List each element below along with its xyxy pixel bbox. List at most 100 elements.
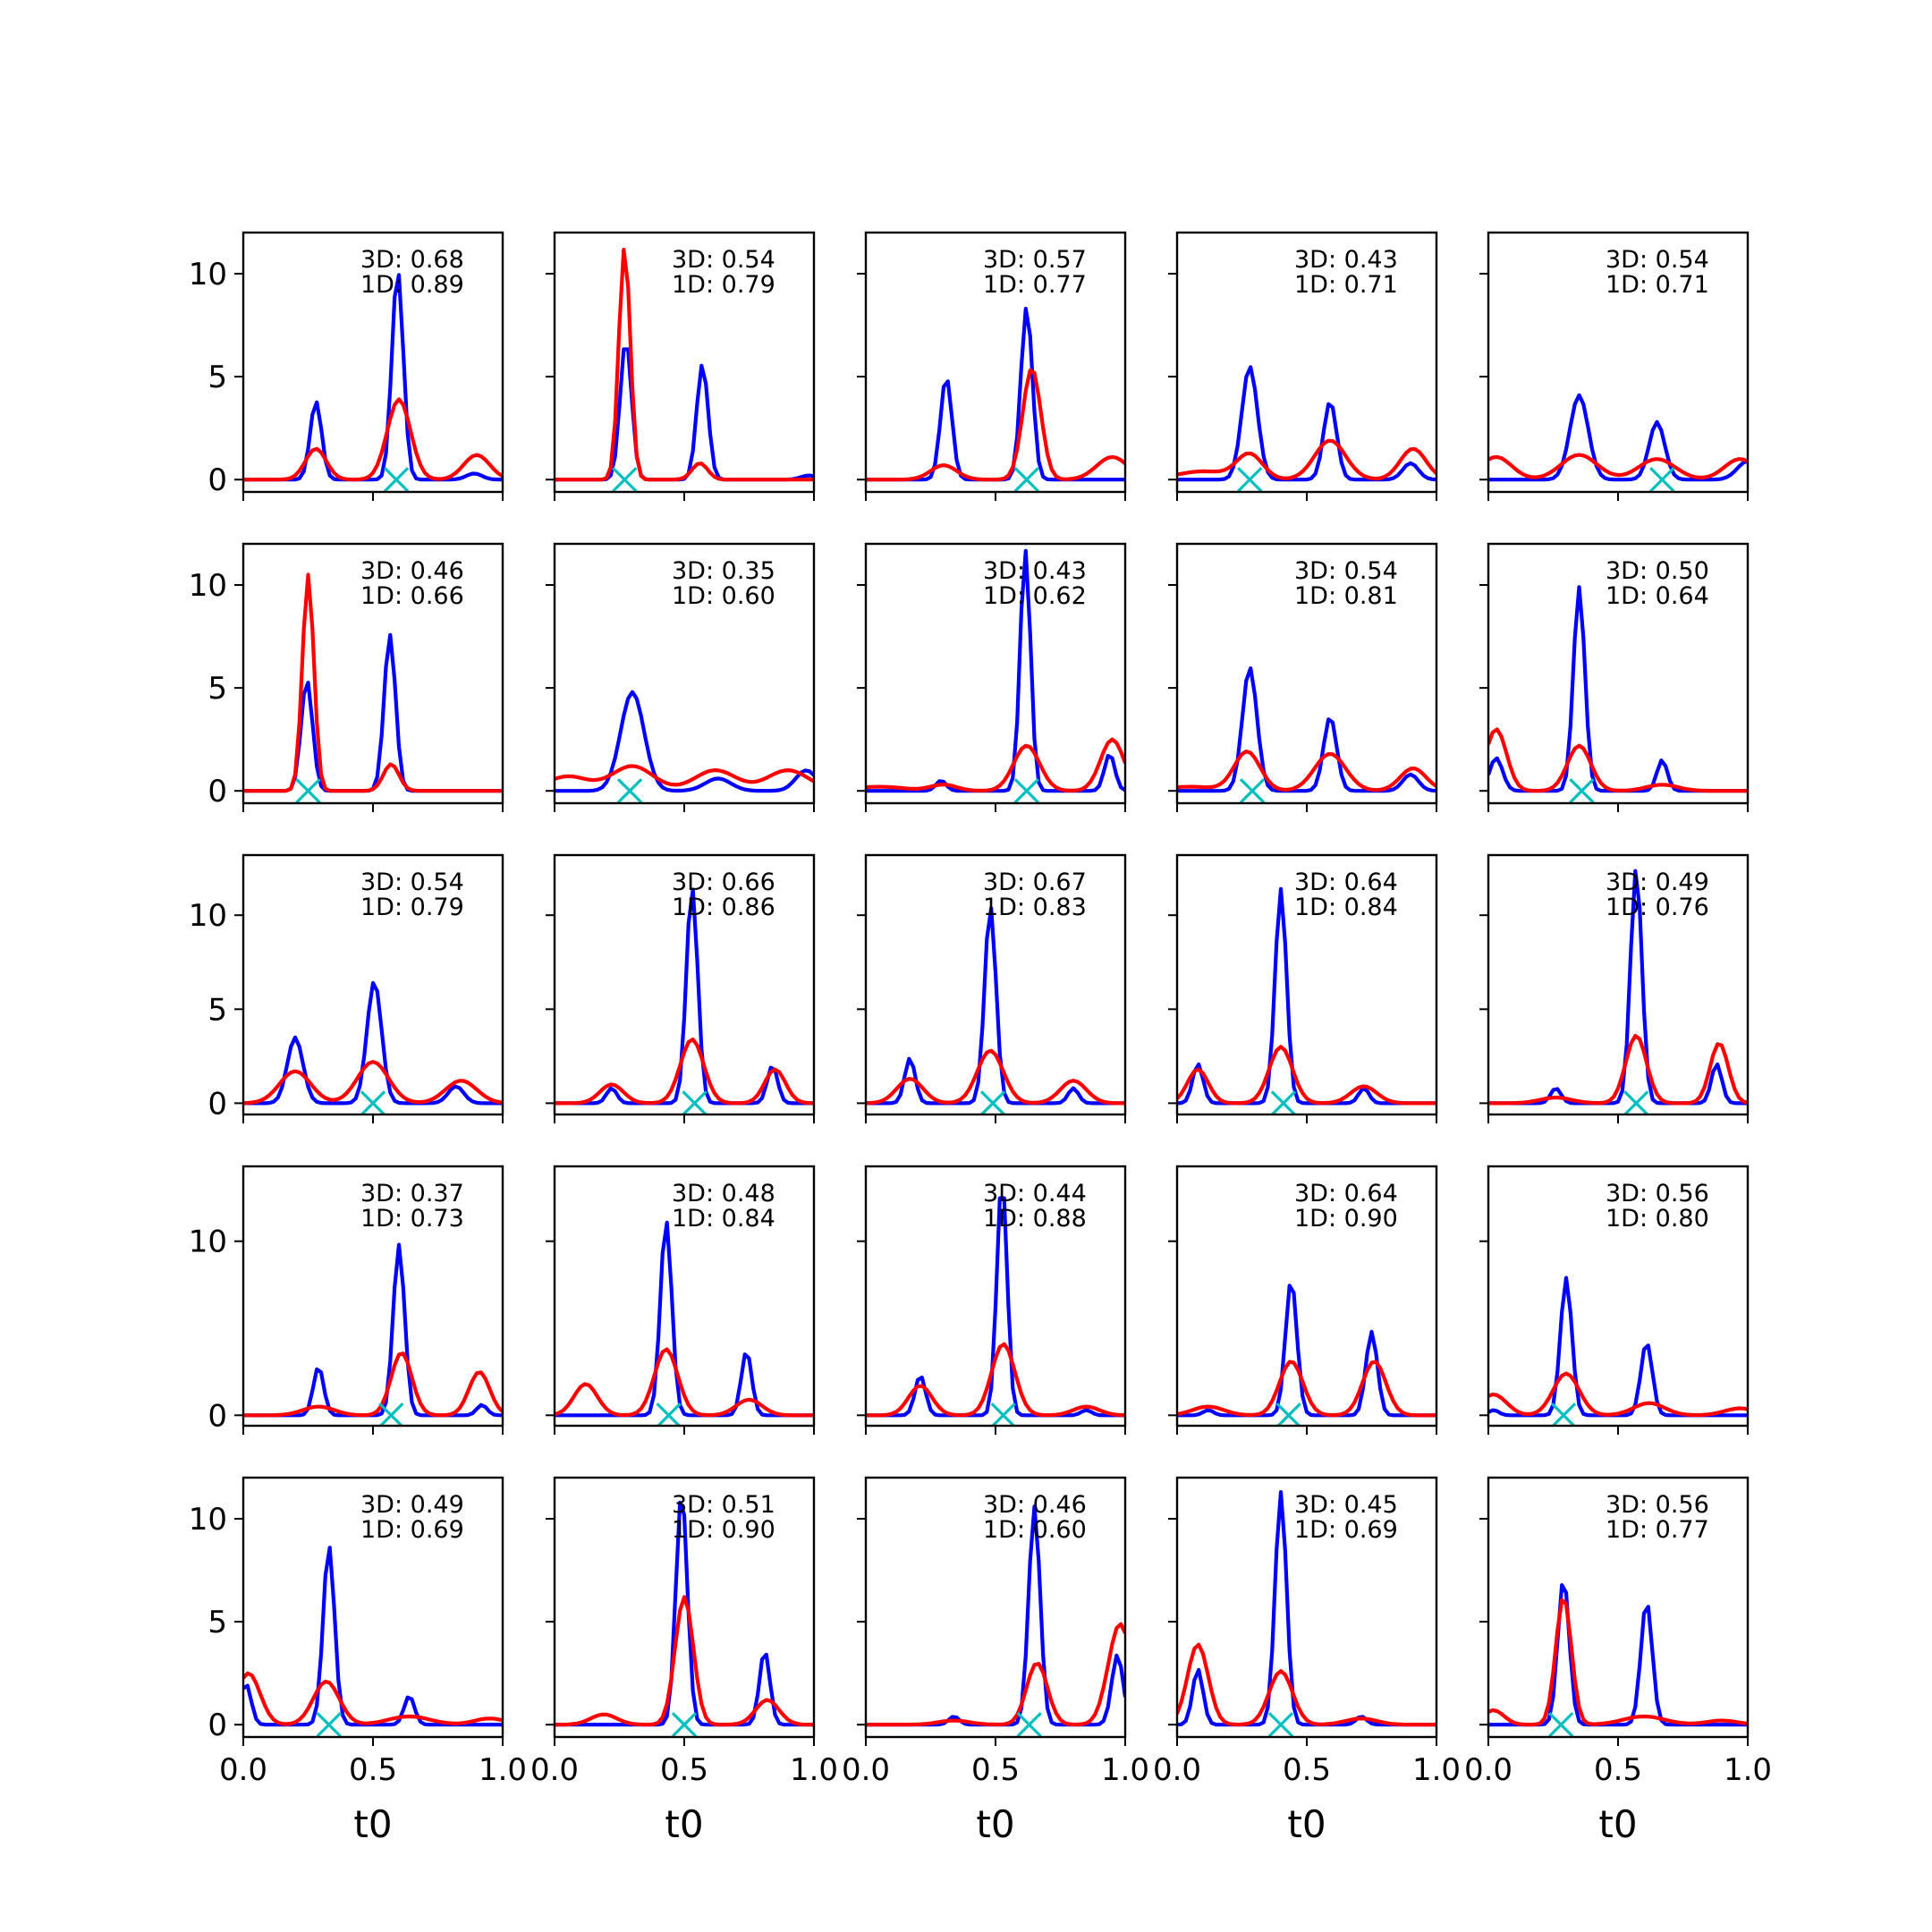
marker-x <box>682 1090 708 1114</box>
x-tick-label: 0.5 <box>1594 1752 1642 1788</box>
series-1d-line <box>866 1622 1125 1727</box>
series-1d-line <box>1177 749 1436 792</box>
series-1d-line <box>1177 438 1436 481</box>
series-1d-line <box>243 1060 503 1106</box>
score-annotation: 3D: 0.44 <box>983 1180 1087 1208</box>
score-annotation: 3D: 0.43 <box>1294 246 1398 274</box>
score-annotation: 1D: 0.60 <box>983 1516 1087 1544</box>
score-annotation: 1D: 0.84 <box>1294 894 1398 921</box>
score-annotation: 3D: 0.66 <box>672 869 775 896</box>
series-3d-line <box>555 1500 814 1727</box>
score-annotation: 1D: 0.60 <box>672 582 775 610</box>
series-1d-line <box>866 737 1125 793</box>
score-annotation: 3D: 0.37 <box>360 1180 464 1208</box>
marker-x <box>1550 1402 1577 1426</box>
marker-x <box>616 778 643 803</box>
series-1d-line <box>555 248 814 482</box>
marker-x <box>671 1712 698 1737</box>
plot-area <box>243 980 503 1114</box>
score-annotation: 3D: 0.43 <box>983 557 1087 585</box>
plot-area <box>555 1220 814 1426</box>
plot-area <box>866 307 1125 492</box>
marker-x <box>612 467 638 492</box>
marker-x <box>383 467 410 492</box>
series-1d-line <box>243 1671 503 1726</box>
series-3d-line <box>1488 393 1748 482</box>
score-annotation: 1D: 0.69 <box>360 1516 464 1544</box>
x-tick-label: 1.0 <box>479 1752 527 1788</box>
score-annotation: 1D: 0.62 <box>983 582 1087 610</box>
plot-area <box>1488 393 1748 492</box>
series-1d-line <box>1488 1597 1748 1727</box>
y-tick-label: 0 <box>208 1398 227 1434</box>
plot-area <box>1177 365 1436 492</box>
score-annotation: 3D: 0.49 <box>360 1491 464 1519</box>
score-annotation: 1D: 0.90 <box>672 1516 775 1544</box>
score-annotation: 1D: 0.77 <box>1606 1516 1709 1544</box>
plot-area <box>243 1546 503 1737</box>
score-annotation: 3D: 0.51 <box>672 1491 775 1519</box>
y-tick-label: 0 <box>208 462 227 498</box>
y-tick-label: 0 <box>208 774 227 809</box>
x-tick-label: 0.0 <box>219 1752 267 1788</box>
series-1d-line <box>1177 1642 1436 1727</box>
score-annotation: 1D: 0.80 <box>1606 1205 1709 1233</box>
x-axis-label: t0 <box>1287 1802 1326 1846</box>
plot-area <box>1177 665 1436 803</box>
score-annotation: 1D: 0.76 <box>1606 894 1709 921</box>
marker-x <box>979 1090 1006 1114</box>
marker-x <box>1237 467 1263 492</box>
y-tick-label: 10 <box>189 568 227 604</box>
series-1d-line <box>1488 727 1748 793</box>
marker-x <box>1013 467 1039 492</box>
score-annotation: 1D: 0.86 <box>672 894 775 921</box>
score-annotation: 3D: 0.48 <box>672 1180 775 1208</box>
score-annotation: 3D: 0.54 <box>360 869 464 896</box>
series-3d-line <box>1177 365 1436 482</box>
x-tick-label: 0.5 <box>1283 1752 1331 1788</box>
marker-x <box>1275 1402 1301 1426</box>
x-tick-label: 0.5 <box>971 1752 1020 1788</box>
y-tick-label: 5 <box>208 992 227 1028</box>
y-tick-label: 5 <box>208 1605 227 1640</box>
series-3d-line <box>555 1220 814 1418</box>
series-1d-line <box>866 369 1125 482</box>
x-axis-label: t0 <box>1598 1802 1637 1846</box>
y-tick-label: 10 <box>189 1502 227 1538</box>
series-1d-line <box>243 1352 503 1418</box>
plot-area <box>1488 869 1748 1114</box>
y-tick-label: 10 <box>189 898 227 934</box>
score-annotation: 3D: 0.46 <box>360 557 464 585</box>
score-annotation: 1D: 0.73 <box>360 1205 464 1233</box>
series-3d-line <box>1177 1284 1436 1418</box>
score-annotation: 1D: 0.79 <box>672 271 775 299</box>
x-tick-label: 0.0 <box>842 1752 890 1788</box>
score-annotation: 1D: 0.69 <box>1294 1516 1398 1544</box>
score-annotation: 3D: 0.54 <box>672 246 775 274</box>
marker-x <box>378 1402 404 1426</box>
x-tick-label: 1.0 <box>790 1752 838 1788</box>
series-1d-line <box>555 1595 814 1727</box>
score-annotation: 1D: 0.71 <box>1294 271 1398 299</box>
plot-area <box>1177 1284 1436 1426</box>
score-annotation: 1D: 0.81 <box>1294 582 1398 610</box>
x-tick-label: 1.0 <box>1724 1752 1772 1788</box>
plot-area <box>243 273 503 492</box>
series-3d-line <box>243 980 503 1106</box>
plot-area <box>1488 1275 1748 1426</box>
